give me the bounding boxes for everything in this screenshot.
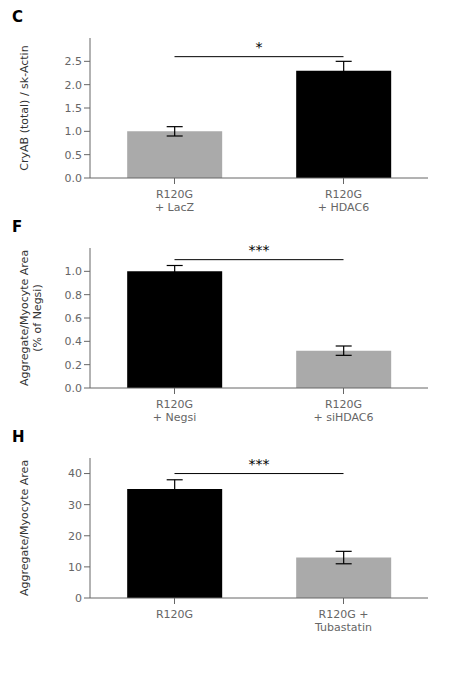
svg-text:0.0: 0.0 <box>65 172 83 185</box>
svg-text:0.0: 0.0 <box>65 382 83 395</box>
svg-text:1.5: 1.5 <box>65 102 83 115</box>
svg-text:R120G +Tubastatin: R120G +Tubastatin <box>314 608 372 634</box>
svg-text:2.5: 2.5 <box>65 55 83 68</box>
svg-text:R120G: R120G <box>156 608 193 621</box>
svg-text:30: 30 <box>68 499 82 512</box>
svg-text:CryAB (total) / sk-Actin: CryAB (total) / sk-Actin <box>18 45 31 170</box>
svg-text:0: 0 <box>75 592 82 605</box>
svg-text:0.8: 0.8 <box>65 289 83 302</box>
svg-text:2.0: 2.0 <box>65 79 83 92</box>
svg-text:0.5: 0.5 <box>65 149 83 162</box>
svg-text:R120G+ siHDAC6: R120G+ siHDAC6 <box>313 398 373 424</box>
svg-text:R120G+ LacZ: R120G+ LacZ <box>155 188 195 214</box>
svg-text:0.2: 0.2 <box>65 359 83 372</box>
html-text:H: H <box>12 428 25 446</box>
svg-text:20: 20 <box>68 530 82 543</box>
svg-text:1.0: 1.0 <box>65 265 83 278</box>
html-text:F: F <box>12 218 23 236</box>
svg-text:10: 10 <box>68 561 82 574</box>
svg-text:R120G+ HDAC6: R120G+ HDAC6 <box>318 188 369 214</box>
svg-text:Aggregate/Myocyte Area(% of Ne: Aggregate/Myocyte Area(% of Negsi) <box>18 250 44 386</box>
svg-text:0.6: 0.6 <box>65 312 83 325</box>
svg-text:Aggregate/Myocyte Area: Aggregate/Myocyte Area <box>18 460 31 596</box>
html-text:C: C <box>12 8 23 26</box>
svg-text:40: 40 <box>68 467 82 480</box>
svg-text:***: *** <box>249 242 270 258</box>
svg-text:*: * <box>256 39 263 55</box>
svg-text:1.0: 1.0 <box>65 125 83 138</box>
svg-text:0.4: 0.4 <box>65 335 83 348</box>
svg-text:***: *** <box>249 456 270 472</box>
svg-text:R120G+ Negsi: R120G+ Negsi <box>153 398 196 424</box>
